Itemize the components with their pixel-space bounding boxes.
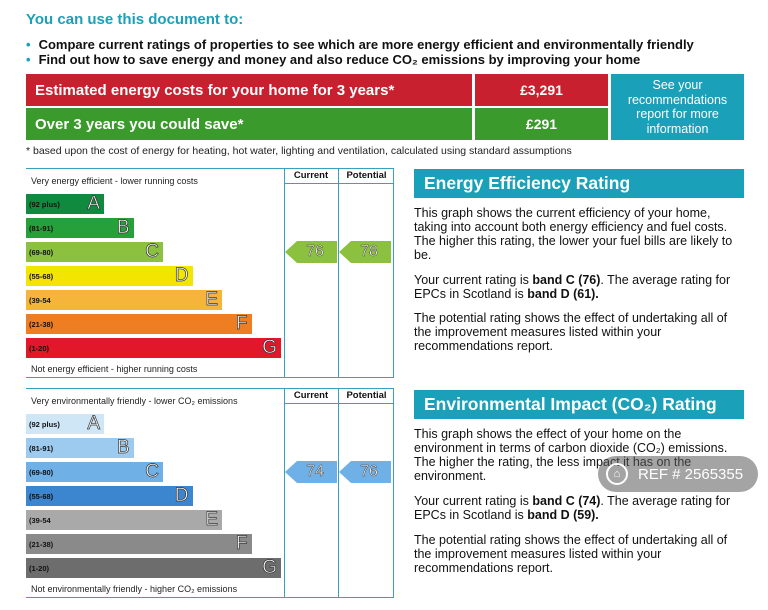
energy-current-column xyxy=(284,168,339,378)
energy-band-c: (69-80) C xyxy=(26,241,163,263)
env-band-g: (1-20) G xyxy=(26,557,281,579)
band-letter: C xyxy=(145,461,159,483)
energy-header-line xyxy=(284,183,394,184)
env-desc-2-mid: . The average rating for EPCs in Scotlan… xyxy=(414,494,731,522)
intro-bullet-2-text: Find out how to save energy and money an… xyxy=(38,52,641,67)
band-letter: F xyxy=(235,313,248,335)
band-letter: D xyxy=(174,265,189,287)
bullet-dot-icon: • xyxy=(26,52,31,67)
energy-potential-column xyxy=(338,168,394,378)
band-range-label: (92 plus) xyxy=(29,419,60,429)
env-band-f: (21-38) F xyxy=(26,533,252,555)
band-letter: G xyxy=(262,337,277,359)
env-current-header: Current xyxy=(293,390,329,401)
energy-band-b: (81-91) B xyxy=(26,217,134,239)
band-range-label: (55-68) xyxy=(29,271,54,281)
band-range-label: (69-80) xyxy=(29,467,54,477)
band-letter: B xyxy=(116,437,130,459)
estimated-costs-value: £3,291 xyxy=(475,74,608,106)
env-average-band: band D (59). xyxy=(527,508,599,522)
band-range-label: (21-38) xyxy=(29,319,54,329)
env-bottom-note: Not environmentally friendly - higher CO… xyxy=(31,584,238,594)
env-band-a: (92 plus) A xyxy=(26,413,104,435)
energy-band-e: (39-54 E xyxy=(26,289,222,311)
ref-watermark: ⌂ REF # 2565355 xyxy=(598,456,758,492)
energy-potential-header: Potential xyxy=(346,170,387,181)
band-range-label: (1-20) xyxy=(29,563,50,573)
band-letter: E xyxy=(205,509,218,531)
energy-current-band: band C (76) xyxy=(532,273,601,287)
savings-label: Over 3 years you could save* xyxy=(26,108,472,140)
env-header-line xyxy=(284,403,394,404)
energy-band-d: (55-68) D xyxy=(26,265,193,287)
env-current-band: band C (74) xyxy=(532,494,601,508)
band-letter: A xyxy=(87,193,100,215)
env-band-b: (81-91) B xyxy=(26,437,134,459)
energy-desc-2-text: Your current rating is xyxy=(414,273,533,287)
env-bottom-line xyxy=(26,597,394,598)
env-desc-2: Your current rating is band C (74). The … xyxy=(414,494,744,522)
intro-bullet-1: • Compare current ratings of properties t… xyxy=(26,37,694,52)
env-current-column xyxy=(284,388,339,598)
energy-band-f: (21-38) F xyxy=(26,313,252,335)
band-range-label: (39-54 xyxy=(29,295,51,305)
env-desc-3: The potential rating shows the effect of… xyxy=(414,533,728,575)
energy-rating-chart: Current Potential Very energy efficient - … xyxy=(26,168,394,378)
band-letter: F xyxy=(235,533,248,555)
energy-top-note: Very energy efficient - lower running co… xyxy=(31,176,198,186)
intro-bullet-1-text: Compare current ratings of properties to… xyxy=(38,37,694,52)
env-potential-column xyxy=(338,388,394,598)
env-potential-header: Potential xyxy=(346,390,387,401)
environmental-impact-heading: Environmental Impact (CO₂) Rating xyxy=(414,390,744,419)
intro-bullet-2: • Find out how to save energy and money a… xyxy=(26,52,640,67)
costs-footnote: * based upon the cost of energy for heat… xyxy=(26,145,572,157)
band-letter: G xyxy=(262,557,277,579)
environmental-rating-chart: Current Potential Very environmentally fri… xyxy=(26,388,394,598)
energy-desc-2-mid: . The average rating for EPCs in Scotlan… xyxy=(414,273,731,301)
band-range-label: (81-91) xyxy=(29,223,54,233)
band-letter: A xyxy=(87,413,100,435)
env-potential-arrow: 76 xyxy=(339,461,391,483)
band-range-label: (81-91) xyxy=(29,443,54,453)
energy-efficiency-heading: Energy Efficiency Rating xyxy=(414,169,744,198)
see-recommendations-box: See your recommendations report for more… xyxy=(611,74,744,140)
intro-title: You can use this document to: xyxy=(26,11,244,28)
env-band-e: (39-54 E xyxy=(26,509,222,531)
energy-current-header: Current xyxy=(293,170,329,181)
energy-desc-3: The potential rating shows the effect of… xyxy=(414,311,728,353)
energy-current-arrow: 76 xyxy=(285,241,337,263)
env-desc-2-text: Your current rating is xyxy=(414,494,533,508)
estimated-costs-label: Estimated energy costs for your home for… xyxy=(26,74,472,106)
env-band-d: (55-68) D xyxy=(26,485,193,507)
energy-desc-1: This graph shows the current efficiency … xyxy=(414,206,733,262)
env-top-note: Very environmentally friendly - lower CO… xyxy=(31,396,238,406)
band-range-label: (55-68) xyxy=(29,491,54,501)
band-letter: B xyxy=(116,217,130,239)
band-range-label: (21-38) xyxy=(29,539,54,549)
savings-value: £291 xyxy=(475,108,608,140)
env-band-c: (69-80) C xyxy=(26,461,163,483)
band-range-label: (92 plus) xyxy=(29,199,60,209)
band-letter: D xyxy=(174,485,189,507)
env-current-arrow: 74 xyxy=(285,461,337,483)
house-icon: ⌂ xyxy=(606,463,628,485)
energy-top-line xyxy=(26,168,394,169)
energy-band-g: (1-20) G xyxy=(26,337,281,359)
env-top-line xyxy=(26,388,394,389)
energy-bottom-note: Not energy efficient - higher running co… xyxy=(31,364,198,374)
energy-desc-2: Your current rating is band C (76). The … xyxy=(414,273,744,301)
energy-potential-arrow: 78 xyxy=(339,241,391,263)
energy-band-a: (92 plus) A xyxy=(26,193,104,215)
band-range-label: (69-80) xyxy=(29,247,54,257)
energy-bottom-line xyxy=(26,377,394,378)
band-letter: E xyxy=(205,289,218,311)
band-range-label: (39-54 xyxy=(29,515,51,525)
energy-average-band: band D (61). xyxy=(527,287,599,301)
band-letter: C xyxy=(145,241,159,263)
bullet-dot-icon: • xyxy=(26,37,31,52)
ref-watermark-text: REF # 2565355 xyxy=(638,465,744,483)
band-range-label: (1-20) xyxy=(29,343,50,353)
